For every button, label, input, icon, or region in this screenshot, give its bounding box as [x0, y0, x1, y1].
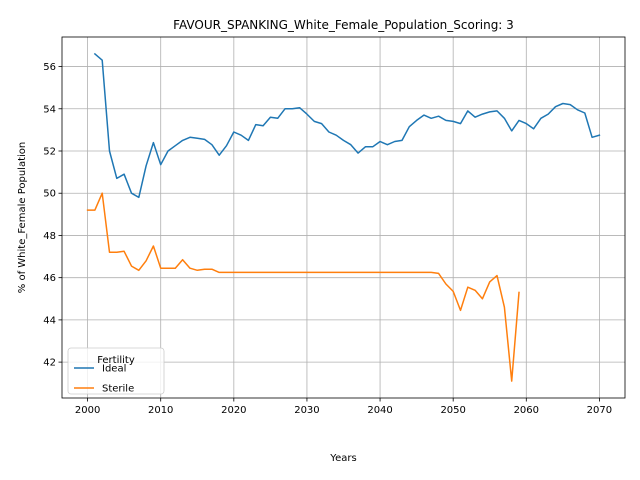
y-axis-label: % of White_Female Population: [17, 142, 28, 293]
y-tick-label: 48: [43, 231, 56, 242]
x-tick-label: 2010: [148, 405, 173, 416]
plot-frame: [61, 36, 626, 399]
x-tick-label: 2070: [587, 405, 612, 416]
legend-title: Fertility: [97, 355, 135, 366]
x-tick-label: 2030: [294, 405, 319, 416]
y-tick-label: 52: [43, 147, 56, 158]
y-tick-label: 42: [43, 358, 56, 369]
legend-label-sterile: Sterile: [102, 384, 134, 395]
series-line-sterile: [86, 192, 520, 382]
y-tick-label: 56: [43, 62, 56, 73]
legend-box: [67, 347, 165, 395]
x-axis: 2000 2010 2020 2030 2040 2050 2060 2070: [75, 398, 612, 416]
legend-label-ideal: Ideal: [102, 364, 126, 375]
y-tick-label: 44: [43, 315, 56, 326]
y-tick-label: 50: [43, 189, 56, 200]
y-axis: 42 44 46 48 50 52 54 56: [43, 62, 62, 369]
y-tick-label: 54: [43, 104, 56, 115]
x-tick-label: 2000: [75, 405, 100, 416]
series-line-ideal: [93, 52, 601, 199]
x-tick-label: 2050: [440, 405, 465, 416]
chart-title: FAVOUR_SPANKING_White_Female_Population_…: [173, 18, 514, 32]
x-axis-label: Years: [329, 453, 356, 464]
x-tick-label: 2040: [367, 405, 392, 416]
series-layer: [86, 52, 601, 382]
x-tick-label: 2020: [221, 405, 246, 416]
y-tick-label: 46: [43, 273, 56, 284]
x-tick-label: 2060: [514, 405, 539, 416]
